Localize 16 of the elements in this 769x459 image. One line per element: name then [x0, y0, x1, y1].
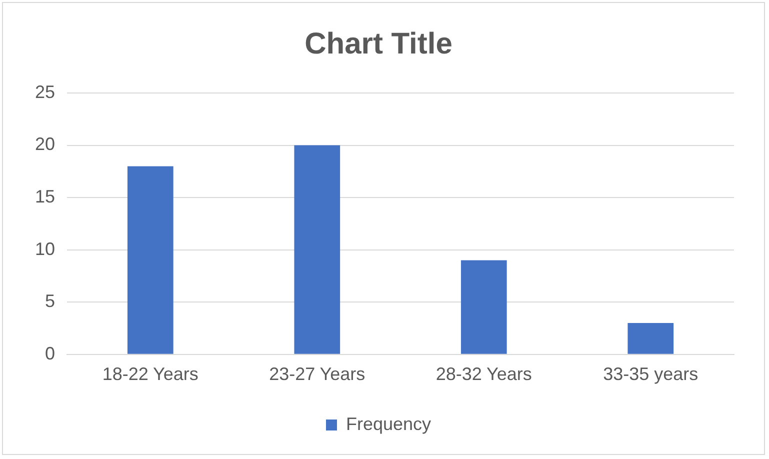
- bar: [127, 166, 174, 354]
- x-tick-label: 33-35 years: [603, 364, 698, 384]
- chart-title: Chart Title: [304, 27, 452, 60]
- y-tick-label: 15: [34, 186, 56, 207]
- y-tick-label: 5: [45, 291, 56, 312]
- y-tick-label: 20: [34, 134, 56, 154]
- y-tick-label: 25: [34, 82, 56, 102]
- bar: [294, 145, 340, 354]
- x-tick-label: 28-32 Years: [436, 364, 532, 384]
- y-tick-label: 0: [45, 343, 56, 364]
- legend-label: Frequency: [346, 414, 432, 434]
- y-tick-label: 10: [34, 238, 56, 259]
- x-tick-label: 23-27 Years: [269, 364, 366, 384]
- bar: [628, 323, 674, 354]
- x-tick-label: 18-22 Years: [102, 364, 198, 384]
- bar: [460, 260, 507, 354]
